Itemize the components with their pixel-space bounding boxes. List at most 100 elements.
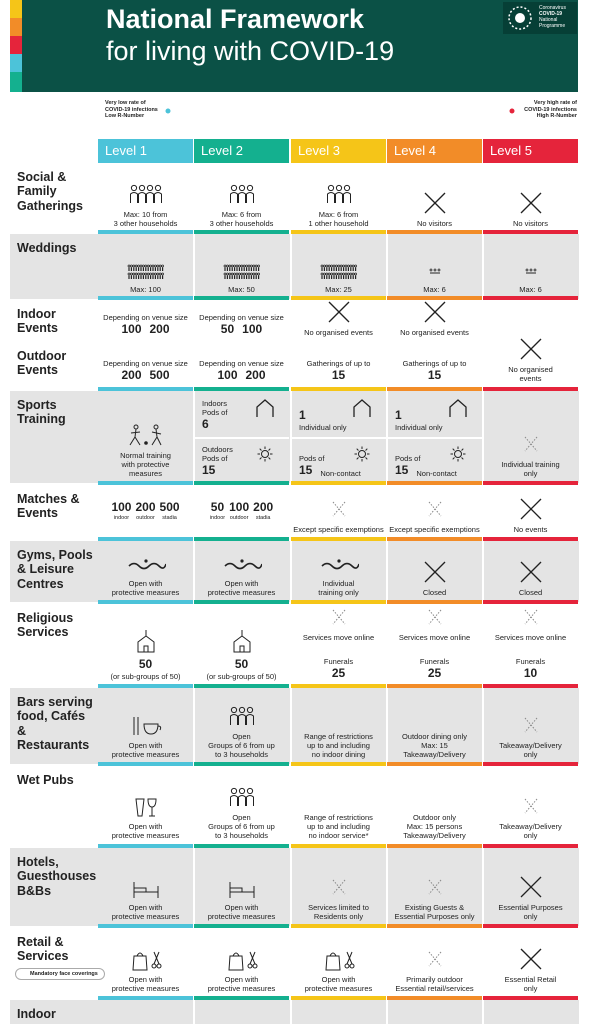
icon-shape — [334, 272, 338, 276]
col-divider — [290, 848, 292, 926]
cell-text: Pods of — [202, 408, 228, 417]
icon-shape — [141, 272, 145, 276]
icon-shape — [520, 948, 541, 970]
icon-shape — [353, 272, 357, 276]
column-number: 100 — [111, 499, 132, 514]
row-bg — [10, 1000, 579, 1024]
scale-high: Very high rate of COVID-19 infections Hi… — [524, 100, 577, 120]
cell: Pods of 15 Non-contact — [291, 437, 386, 483]
icon-shape — [153, 424, 158, 430]
column-caption: outdoor — [229, 514, 249, 521]
cell-text: 15 — [427, 368, 442, 382]
level-label: Level 2 — [201, 143, 243, 158]
divider — [387, 342, 482, 344]
cell-text: Max: 100 — [130, 285, 161, 294]
divider — [483, 647, 578, 649]
icon-shape — [524, 798, 537, 814]
icon-shape — [136, 272, 140, 276]
cell-text: Max: 6 — [519, 285, 542, 294]
cell: Open with protective measures — [98, 688, 193, 764]
icon-shape — [256, 272, 260, 276]
icon-shape — [131, 264, 135, 268]
cell: No visitors — [387, 163, 482, 233]
cell-text: Range of restrictions — [304, 732, 373, 741]
cell: 1 Individual only — [291, 391, 386, 437]
cell-text: Depending on venue size — [199, 359, 284, 368]
cell-text: Essential Retail — [504, 975, 557, 984]
cell: 100 indoor 200 outdoor 500 stadia — [98, 485, 193, 539]
cell-text: up to and including — [307, 741, 370, 750]
icon-shape — [151, 428, 161, 446]
cell-text: 500 — [149, 368, 170, 382]
icon-shape — [239, 272, 243, 276]
scale-text: Low R-Number — [105, 113, 145, 120]
row-bg — [10, 604, 579, 686]
icon-shape — [339, 272, 343, 276]
col-divider — [193, 688, 195, 764]
cell: 1 Individual only — [387, 391, 482, 437]
col-divider — [482, 391, 484, 483]
row-stripe — [194, 996, 289, 1000]
icon — [133, 882, 158, 898]
row-stripe — [98, 762, 193, 766]
cell: Primarily outdoor Essential retail/servic… — [387, 928, 482, 998]
icon — [320, 264, 357, 279]
scale-text: COVID-19 infections — [105, 106, 158, 113]
icon-shape — [339, 264, 343, 268]
icon-shape — [133, 882, 158, 898]
row-stripe — [98, 600, 193, 604]
cell-text: 200 — [245, 368, 266, 382]
row-stripe — [291, 387, 386, 391]
column-caption: stadia — [162, 514, 177, 521]
logo-line: COVID-19 — [539, 11, 563, 17]
icon — [524, 717, 537, 733]
inline-group: 200 500 — [121, 368, 169, 383]
cell: Funerals 25 — [387, 647, 482, 686]
logo-text: Coronavirus COVID-19 National Programme — [539, 5, 566, 29]
icon — [227, 951, 257, 971]
icon — [332, 609, 345, 625]
col-divider — [193, 604, 195, 686]
inline-group: 100 200 — [217, 368, 265, 383]
icon-shape — [332, 501, 345, 517]
icon-shape — [358, 450, 366, 458]
icon-shape — [146, 264, 150, 268]
row-stripe — [291, 159, 386, 163]
icon-shape — [320, 562, 359, 570]
cell: Max: 6 — [387, 234, 482, 299]
icon-shape — [428, 501, 441, 517]
icon — [229, 184, 254, 203]
icon-shape — [365, 448, 368, 451]
cell: Closed — [483, 541, 578, 602]
icon-shape — [239, 559, 244, 563]
cell-text: Open with — [224, 579, 259, 588]
cell-text: only — [523, 831, 538, 840]
cell: Open Groups of 6 from up to 3 households — [194, 688, 289, 764]
icon-shape — [160, 264, 164, 268]
cell-text: Range of restrictions — [304, 813, 373, 822]
icon-shape — [160, 272, 164, 276]
icon-shape — [341, 272, 345, 276]
cell-text: 1 — [299, 408, 306, 422]
column-caption: indoor — [113, 514, 130, 521]
row-label: Wet Pubs — [17, 773, 74, 787]
cell-text: Depending on venue size — [103, 359, 188, 368]
row-stripe — [194, 230, 289, 234]
icon-shape — [322, 272, 326, 276]
icon-shape — [259, 457, 262, 460]
cell-text: Takeaway/Delivery — [403, 750, 466, 759]
cell-text: Max: 15 — [421, 741, 448, 750]
col-divider — [290, 541, 292, 602]
row-label: Bars serving food, Cafés & Restaurants — [17, 695, 93, 753]
row-stripe — [194, 924, 289, 928]
icon-shape — [461, 448, 464, 451]
row-stripe — [387, 844, 482, 848]
icon — [520, 498, 541, 520]
icon — [449, 399, 467, 417]
icon-shape — [127, 562, 166, 570]
col-divider — [193, 234, 195, 299]
cell-text: protective measures — [111, 831, 180, 840]
icon-shape — [137, 192, 146, 203]
cell: Max: 6 from 3 other households — [194, 163, 289, 233]
icon-shape — [223, 264, 226, 268]
